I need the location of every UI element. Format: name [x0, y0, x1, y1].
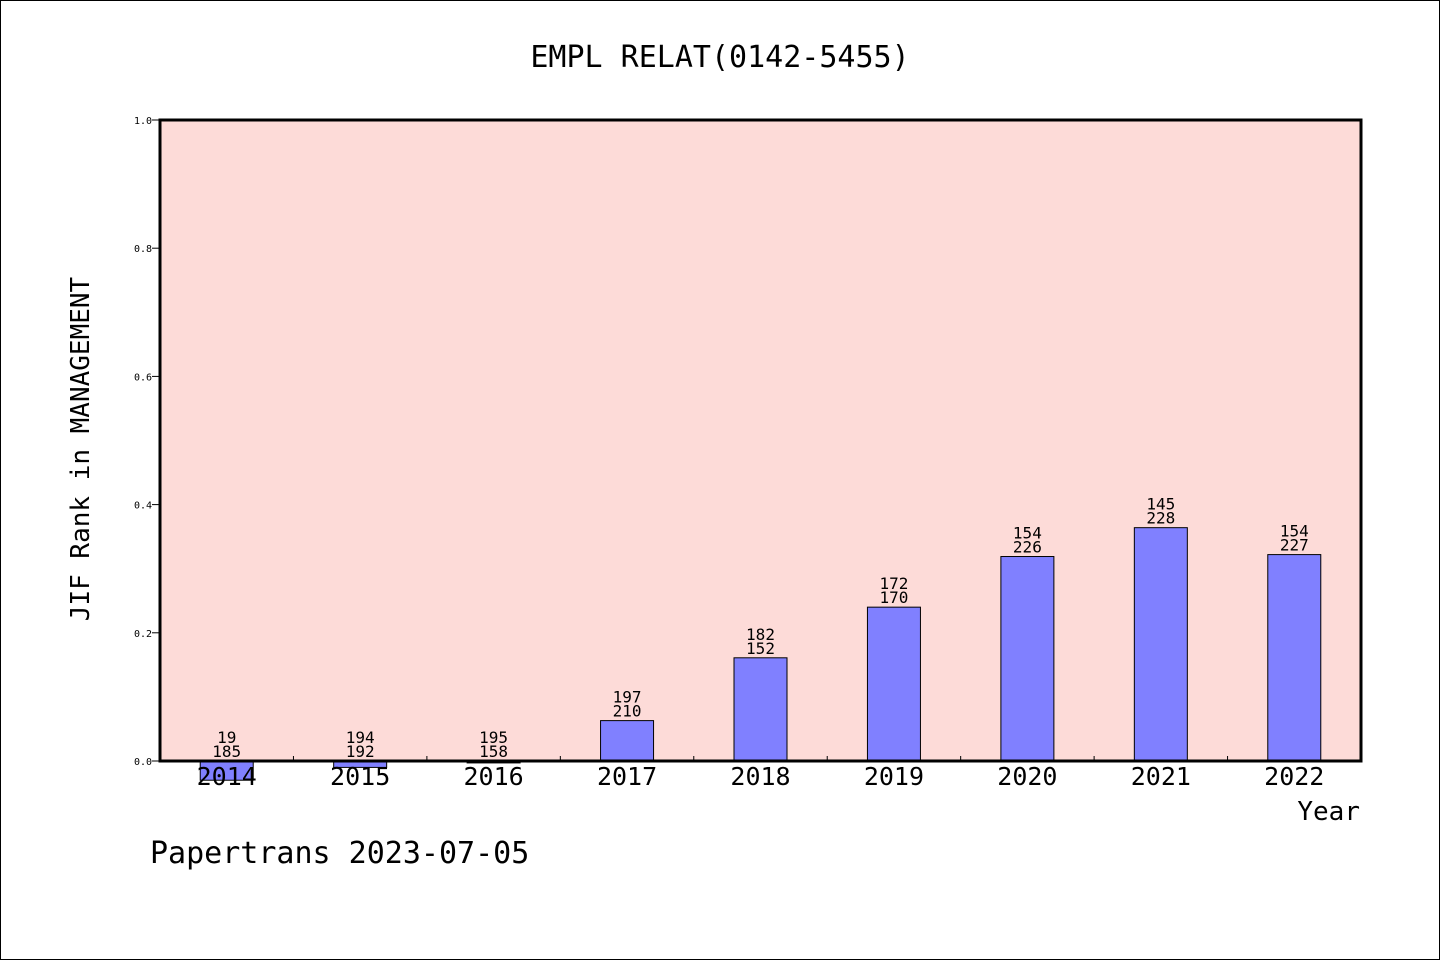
bar-rank-label: 195 [479, 728, 508, 747]
bar-rank-label: 145 [1146, 495, 1175, 514]
x-tick-label: 2022 [1264, 762, 1324, 791]
data-labels: 1918519419219515819721018215217217015422… [212, 495, 1308, 761]
x-tick-label: 2021 [1131, 762, 1191, 791]
bar-total-label: 192 [346, 742, 375, 761]
bar-rank-label: 172 [879, 574, 908, 593]
bar-2022 [1267, 554, 1322, 762]
bar-2020 [1000, 556, 1055, 762]
bars [199, 527, 1322, 781]
y-tick-label: 0.8 [134, 244, 152, 255]
bar-total-label: 227 [1280, 536, 1309, 555]
bar-2021 [1133, 527, 1188, 762]
x-tick-label: 2019 [864, 762, 924, 791]
y-axis-title: JIF Rank in MANAGEMENT [66, 276, 96, 621]
bar-total-label: 228 [1146, 509, 1175, 528]
bar-2018 [733, 657, 788, 762]
bar-rank-label: 154 [1013, 524, 1042, 543]
bar-rank-label: 19 [217, 728, 236, 747]
y-tick-label: 0.0 [134, 757, 152, 768]
bar-total-label: 152 [746, 639, 775, 658]
bar-rank-label: 154 [1280, 522, 1309, 541]
bar-rank-label: 182 [746, 625, 775, 644]
x-tick-label: 2016 [464, 762, 524, 791]
x-tick-label: 2020 [997, 762, 1057, 791]
bar-2019 [866, 606, 921, 762]
x-tick-label: 2018 [730, 762, 790, 791]
y-axis: 0.0 0.2 0.4 0.6 0.8 1.0 [134, 116, 160, 768]
chart-title: EMPL RELAT(0142-5455) [530, 40, 909, 75]
bar-rank-label: 197 [613, 688, 642, 707]
x-tick-label: 2017 [597, 762, 657, 791]
bar-total-label: 226 [1013, 538, 1042, 557]
bar-total-label: 210 [613, 702, 642, 721]
y-tick-label: 0.6 [134, 372, 152, 383]
bar-rank-label: 194 [346, 728, 375, 747]
x-tick-label: 2015 [330, 762, 390, 791]
x-axis-title: Year [1297, 797, 1360, 827]
footer-text: Papertrans 2023-07-05 [150, 836, 529, 871]
bar-total-label: 170 [879, 588, 908, 607]
y-tick-label: 1.0 [134, 116, 152, 127]
plot-border [158, 118, 1363, 763]
y-tick-label: 0.4 [134, 501, 152, 512]
y-tick-label: 0.2 [134, 629, 152, 640]
bar-2017 [600, 720, 655, 762]
x-tick-label: 2014 [197, 762, 257, 791]
bar-total-label: 158 [479, 742, 508, 761]
bar-total-label: 185 [212, 742, 241, 761]
x-axis: 2014 2015 2016 2017 2018 2019 2020 2021 2022 [197, 756, 1324, 791]
